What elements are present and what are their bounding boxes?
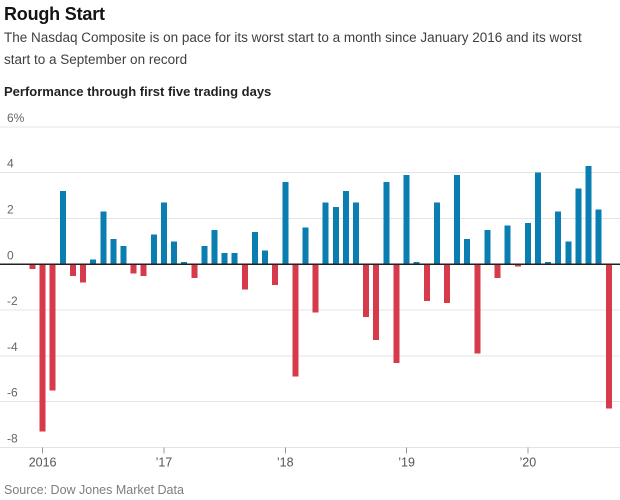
bar-nov-2018 [383, 181, 390, 265]
y-axis-label: 4 [7, 157, 14, 171]
y-axis-label: -2 [7, 294, 18, 308]
bar-apr-2018 [312, 264, 319, 313]
bar-jun-2020 [575, 188, 582, 265]
bar-chart: 6% 4 2 0 -2 -4 -6 -8 2016 ’17 ’18 ’19 ’20 [0, 110, 620, 480]
bar-sep-2019 [484, 229, 491, 265]
bar-may-2020 [565, 241, 572, 265]
bar-jul-2020 [585, 165, 592, 265]
bar-oct-2016 [130, 264, 137, 274]
subtitle-line-2: start to a September on record [4, 51, 188, 67]
chart-section-label: Performance through first five trading d… [4, 84, 272, 99]
bar-dec-2018 [393, 264, 400, 363]
bar-apr-2020 [555, 211, 562, 265]
bar-aug-2020 [595, 209, 602, 265]
bar-nov-2017 [262, 250, 269, 265]
bar-jun-2016 [90, 259, 97, 265]
bar-jan-2016 [39, 264, 46, 432]
bar-jan-2019 [403, 174, 410, 265]
bar-aug-2018 [353, 202, 360, 265]
bar-aug-2019 [474, 264, 481, 354]
bar-oct-2017 [251, 232, 258, 265]
bar-jun-2017 [211, 229, 218, 265]
bar-dec-2017 [272, 264, 279, 285]
bar-chart-svg: 6% 4 2 0 -2 -4 -6 -8 2016 ’17 ’18 ’19 ’20 [0, 111, 620, 470]
bar-oct-2019 [494, 264, 501, 279]
x-axis-label: ’18 [277, 456, 294, 470]
bar-mar-2017 [181, 262, 188, 265]
bar-apr-2019 [433, 202, 440, 265]
bar-may-2019 [444, 264, 451, 304]
x-axis-label: ’20 [520, 456, 537, 470]
bar-aug-2016 [110, 239, 117, 265]
bar-jul-2018 [342, 191, 349, 265]
y-axis-label: -6 [7, 386, 18, 400]
bar-apr-2016 [69, 264, 76, 276]
page-subtitle: The Nasdaq Composite is on pace for its … [4, 27, 620, 70]
bar-feb-2020 [535, 172, 541, 265]
bar-feb-2017 [171, 241, 178, 265]
bar-jul-2017 [221, 252, 228, 265]
bar-dec-2019 [514, 264, 521, 267]
bar-jan-2017 [160, 202, 167, 265]
bar-jan-2020 [524, 223, 531, 265]
bar-jan-2018 [282, 181, 289, 265]
y-axis-label: 2 [7, 203, 14, 217]
source-note: Source: Dow Jones Market Data [4, 483, 184, 497]
bar-may-2017 [201, 245, 208, 265]
bar-mar-2020 [545, 262, 552, 265]
bar-sep-2018 [363, 264, 370, 317]
x-axis-label: ’17 [156, 456, 173, 470]
bar-sep-2020 [605, 264, 612, 409]
y-axis-label: 0 [7, 248, 14, 262]
bar-nov-2016 [140, 264, 147, 276]
bar-nov-2019 [504, 225, 511, 265]
bar-sep-2017 [241, 264, 248, 290]
bar-jun-2018 [332, 207, 339, 265]
bar-mar-2019 [423, 264, 430, 301]
bar-jul-2016 [100, 211, 107, 265]
bar-mar-2018 [302, 227, 309, 265]
y-axis-label: 6% [7, 111, 25, 125]
bar-dec-2016 [150, 234, 157, 265]
bar-jul-2019 [464, 239, 471, 265]
bar-dec-2015 [29, 264, 36, 269]
y-axis-label: -4 [7, 340, 18, 354]
bar-may-2016 [80, 264, 87, 283]
bar-feb-2019 [413, 262, 420, 265]
page-title: Rough Start [4, 4, 105, 24]
x-axis-label: 2016 [29, 456, 57, 470]
bar-oct-2018 [373, 264, 380, 340]
bar-may-2018 [322, 202, 329, 265]
bar-mar-2016 [59, 191, 66, 265]
bar-feb-2018 [292, 264, 299, 377]
subtitle-line-1: The Nasdaq Composite is on pace for its … [4, 30, 582, 45]
bar-feb-2016 [49, 264, 56, 391]
x-axis-label: ’19 [398, 456, 415, 470]
bar-sep-2016 [120, 245, 127, 265]
bar-aug-2017 [231, 252, 238, 265]
bar-jun-2019 [454, 174, 461, 265]
bar-apr-2017 [191, 264, 198, 279]
y-axis-label: -8 [7, 432, 18, 446]
